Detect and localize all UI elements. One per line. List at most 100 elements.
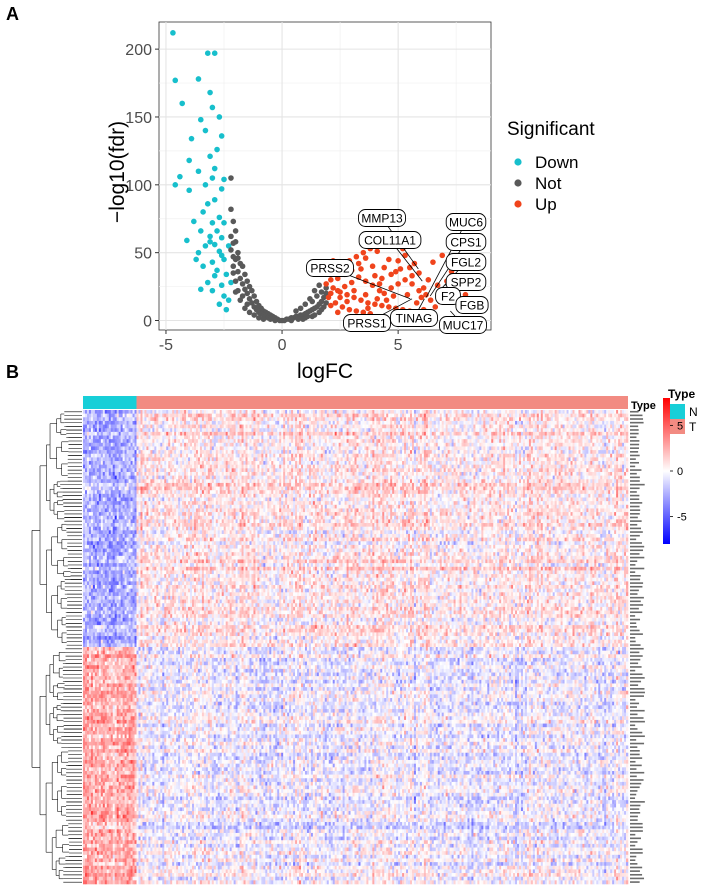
heatmap-cell bbox=[158, 446, 161, 451]
heatmap-cell bbox=[411, 435, 415, 440]
heatmap-cell bbox=[477, 431, 480, 436]
heatmap-cell bbox=[160, 450, 163, 455]
heatmap-cell bbox=[390, 446, 393, 451]
heatmap-cell bbox=[481, 446, 484, 451]
heatmap-cell bbox=[542, 413, 546, 418]
heatmap-cell bbox=[348, 420, 351, 425]
heatmap-cell bbox=[148, 435, 151, 440]
point-down bbox=[221, 220, 227, 226]
heatmap-cell bbox=[596, 442, 599, 447]
heatmap-cell bbox=[223, 464, 226, 469]
heatmap-cell bbox=[447, 424, 450, 429]
heatmap-cell bbox=[301, 428, 304, 433]
heatmap-cell bbox=[340, 450, 343, 455]
heatmap-cell bbox=[564, 420, 567, 425]
heatmap-cell bbox=[237, 453, 240, 458]
heatmap-cell bbox=[526, 428, 530, 433]
heatmap-cell bbox=[408, 410, 411, 414]
heatmap-cell bbox=[215, 410, 219, 414]
heatmap-cell bbox=[574, 431, 577, 436]
heatmap-cell bbox=[269, 450, 272, 455]
point-up bbox=[413, 300, 420, 306]
heatmap-cell bbox=[342, 450, 345, 455]
heatmap-cell bbox=[485, 435, 488, 440]
heatmap-cell bbox=[344, 413, 347, 418]
heatmap-cell bbox=[598, 450, 601, 455]
heatmap-cell bbox=[517, 439, 520, 444]
heatmap-cell bbox=[400, 417, 403, 422]
heatmap-cell bbox=[251, 424, 254, 429]
heatmap-cell bbox=[467, 439, 470, 444]
heatmap-cell bbox=[308, 446, 312, 451]
heatmap-cell bbox=[461, 439, 464, 444]
heatmap-cell bbox=[358, 464, 361, 469]
heatmap-cell bbox=[425, 428, 429, 433]
heatmap-cell bbox=[511, 410, 514, 414]
heatmap-cell bbox=[148, 417, 151, 422]
heatmap-cell bbox=[366, 453, 369, 458]
heatmap-cell bbox=[334, 428, 337, 433]
heatmap-cell bbox=[122, 424, 125, 429]
heatmap-cell bbox=[164, 439, 167, 444]
point-up bbox=[372, 272, 378, 279]
heatmap-cell bbox=[287, 446, 290, 451]
heatmap-cell bbox=[138, 464, 141, 469]
heatmap-cell bbox=[279, 442, 282, 447]
heatmap-cell bbox=[150, 461, 153, 465]
heatmap-cell bbox=[437, 417, 441, 422]
heatmap-cell bbox=[211, 453, 215, 458]
heatmap-cell bbox=[586, 410, 589, 414]
heatmap-cell bbox=[491, 428, 494, 433]
heatmap-cell bbox=[330, 420, 334, 425]
heatmap-cell bbox=[461, 446, 464, 451]
heatmap-cell bbox=[134, 464, 137, 469]
heatmap-cell bbox=[166, 413, 169, 418]
heatmap-cell bbox=[128, 453, 131, 458]
heatmap-cell bbox=[544, 446, 548, 451]
heatmap-cell bbox=[188, 439, 191, 444]
heatmap-cell bbox=[398, 420, 401, 425]
heatmap-cell bbox=[606, 442, 609, 447]
heatmap-cell bbox=[213, 417, 217, 422]
heatmap-cell bbox=[279, 453, 282, 458]
heatmap-cell bbox=[421, 461, 425, 465]
heatmap-cell bbox=[297, 442, 300, 447]
heatmap-cell bbox=[594, 453, 597, 458]
heatmap-cell bbox=[306, 410, 310, 414]
heatmap-cell bbox=[259, 424, 262, 429]
heatmap-cell bbox=[598, 417, 601, 422]
heatmap-cell bbox=[566, 461, 569, 465]
heatmap-cell bbox=[209, 413, 213, 418]
heatmap-cell bbox=[362, 464, 365, 469]
heatmap-cell bbox=[257, 431, 260, 436]
heatmap-cell bbox=[322, 439, 326, 444]
heatmap-cell bbox=[94, 420, 98, 425]
heatmap-cell bbox=[346, 457, 349, 462]
heatmap-cell bbox=[326, 439, 330, 444]
heatmap-cell bbox=[552, 420, 555, 425]
heatmap-cell bbox=[86, 461, 90, 465]
heatmap-cell bbox=[439, 450, 443, 455]
heatmap-cell bbox=[499, 424, 502, 429]
heatmap-cell bbox=[338, 464, 341, 469]
heatmap-cell bbox=[110, 413, 114, 418]
heatmap-cell bbox=[419, 413, 423, 418]
heatmap-cell bbox=[473, 424, 476, 429]
heatmap-cell bbox=[354, 435, 357, 440]
heatmap-cell bbox=[618, 439, 621, 444]
heatmap-cell bbox=[451, 420, 454, 425]
heatmap-cell bbox=[92, 431, 96, 436]
heatmap-cell bbox=[388, 428, 391, 433]
heatmap-cell bbox=[86, 413, 90, 418]
heatmap-cell bbox=[304, 446, 308, 451]
heatmap-cell bbox=[348, 424, 351, 429]
heatmap-cell bbox=[606, 413, 609, 418]
heatmap-cell bbox=[283, 431, 286, 436]
heatmap-cell bbox=[306, 413, 310, 418]
heatmap-cell bbox=[124, 453, 127, 458]
heatmap-cell bbox=[182, 417, 185, 422]
heatmap-cell bbox=[293, 461, 296, 465]
heatmap-cell bbox=[142, 464, 145, 469]
heatmap-cell bbox=[94, 424, 98, 429]
